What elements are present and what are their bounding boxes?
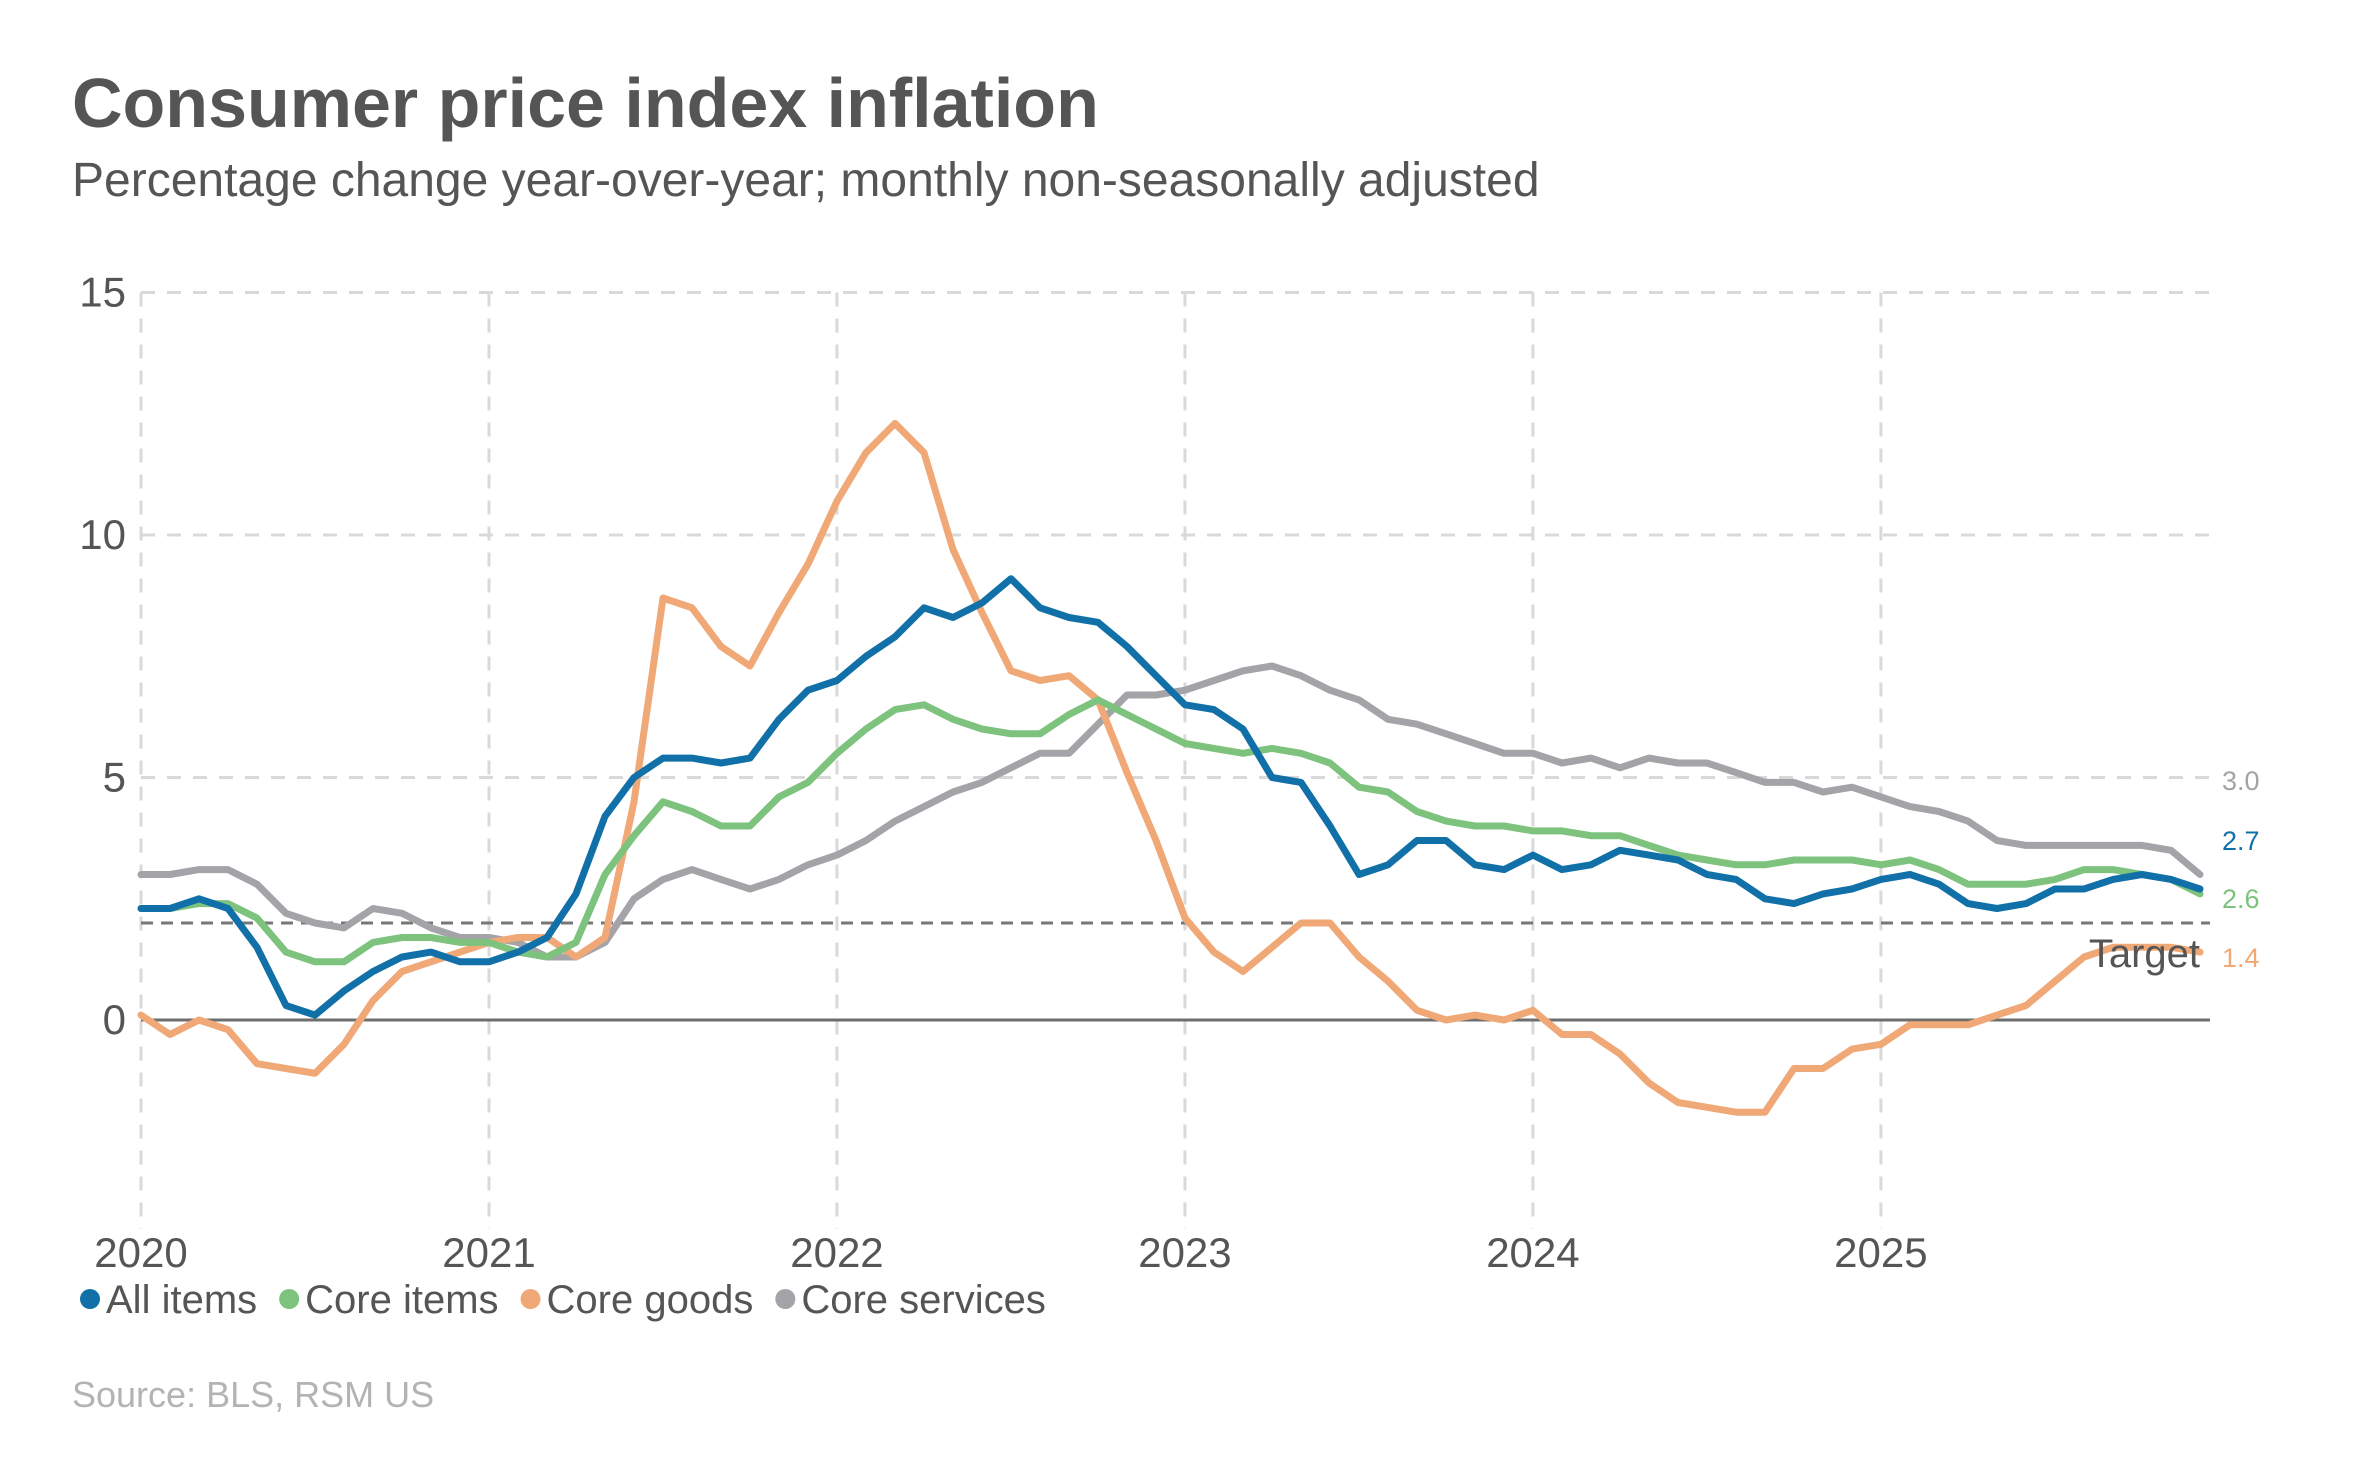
legend-swatch-core-services bbox=[775, 1289, 796, 1309]
end-label-core-services: 3.0 bbox=[2222, 766, 2260, 796]
series-lines bbox=[137, 419, 2204, 1116]
reference-lines bbox=[141, 921, 2210, 1022]
x-tick-label-2022: 2022 bbox=[790, 1229, 883, 1276]
legend-swatch-all-items bbox=[80, 1289, 100, 1309]
end-label-core-goods: 1.4 bbox=[2222, 943, 2260, 973]
series-line-all-items bbox=[137, 575, 2204, 1019]
x-tick-label-2024: 2024 bbox=[1486, 1229, 1579, 1276]
legend: All items Core items Core goods Core servic… bbox=[80, 1278, 1046, 1322]
chart-title: Consumer price index inflation bbox=[72, 64, 1099, 142]
x-tick-label-2025: 2025 bbox=[1834, 1229, 1927, 1276]
grid bbox=[139, 291, 2210, 1229]
x-tick-label-2021: 2021 bbox=[442, 1229, 535, 1276]
series-line-core-goods bbox=[137, 419, 2204, 1116]
end-label-core-items: 2.6 bbox=[2222, 884, 2260, 914]
series-line-core-services bbox=[137, 662, 2204, 961]
x-tick-label-2023: 2023 bbox=[1138, 1229, 1231, 1276]
x-axis: 2020 2021 2022 2023 2024 2025 bbox=[94, 1229, 1927, 1276]
end-labels: 2.7 2.6 1.4 3.0 bbox=[2222, 766, 2260, 973]
target-label: Target bbox=[2089, 932, 2200, 976]
end-label-all-items: 2.7 bbox=[2222, 826, 2260, 856]
legend-swatch-core-items bbox=[279, 1289, 300, 1309]
legend-swatch-core-goods bbox=[520, 1289, 541, 1309]
y-tick-label-10: 10 bbox=[79, 511, 126, 558]
chart-subtitle: Percentage change year-over-year; monthl… bbox=[72, 154, 1540, 207]
y-tick-label-15: 15 bbox=[79, 269, 126, 316]
source-note: Source: BLS, RSM US bbox=[72, 1374, 434, 1415]
y-tick-label-0: 0 bbox=[103, 996, 126, 1043]
legend-label-core-goods: Core goods bbox=[547, 1278, 754, 1322]
y-axis: 0 5 10 15 bbox=[79, 269, 126, 1044]
legend-label-core-items: Core items bbox=[305, 1278, 498, 1322]
series-line-core-items bbox=[137, 696, 2204, 966]
legend-label-all-items: All items bbox=[106, 1278, 257, 1322]
x-tick-label-2020: 2020 bbox=[94, 1229, 187, 1276]
legend-label-core-services: Core services bbox=[801, 1278, 1046, 1322]
y-tick-label-5: 5 bbox=[103, 754, 126, 801]
